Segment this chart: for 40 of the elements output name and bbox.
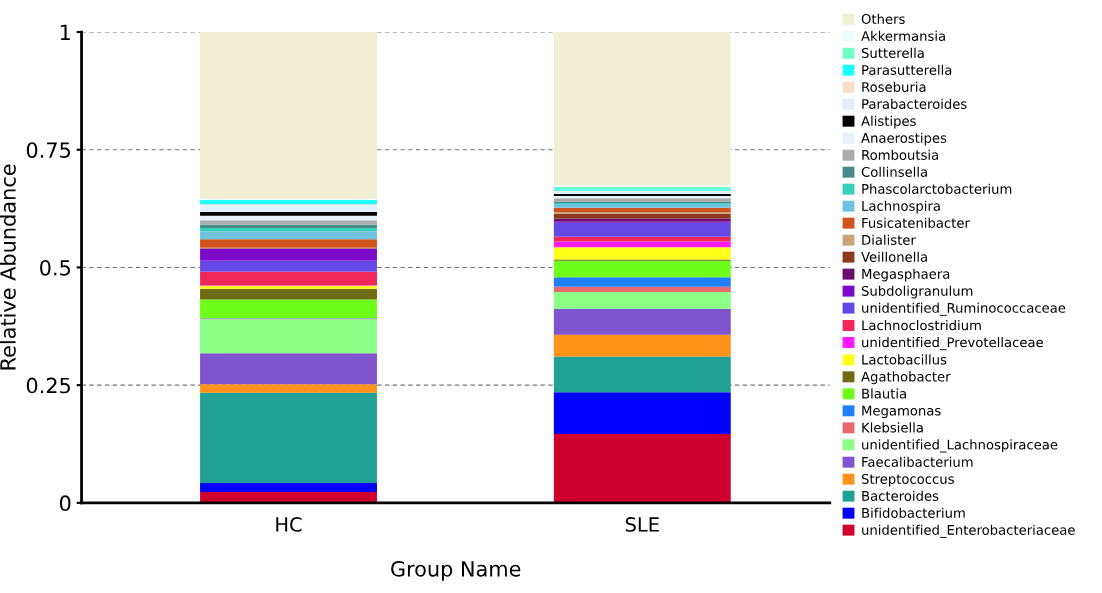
legend-label: Klebsiella [862,422,923,433]
x-tick-label: HC [276,517,302,532]
legend-label: Lachnoclostridium [862,320,981,331]
legend-label: Megasphaera [862,268,950,282]
legend-label: Blautia [862,388,906,399]
legend-label: unidentified_Lachnospiraceae [862,439,1058,453]
legend-label: Lachnospira [862,200,940,214]
legend-label: Parabacteroides [862,98,967,109]
y-tick-label: 0.75 [26,142,71,158]
legend-label: Subdoligranulum [861,285,973,299]
legend-label: Faecalibacterium [862,456,973,467]
legend-label: Streptococcus [861,473,954,487]
legend-label: Bacteroides [862,490,939,501]
y-tick-label: 0.5 [40,259,71,276]
y-axis-title: Relative Abundance [0,164,16,370]
legend-label: Akkermansia [861,30,945,41]
legend-label: unidentified_Enterobacteriaceae [862,524,1075,538]
x-axis-title: Group Name [391,560,521,581]
legend-label: Romboutsia [862,149,938,160]
legend-label: unidentified_Ruminococcaceae [862,302,1066,316]
legend-label: Parasutterella [862,64,952,75]
legend-label: Megamonas [862,405,941,419]
legend-label: unidentified_Prevotellaceae [862,337,1043,351]
legend-label: Phascolarctobacterium [862,183,1012,194]
y-tick-label: 0.25 [26,377,71,394]
legend-label: Anaerostipes [861,132,947,146]
legend-label: Dialister [862,234,916,245]
legend-label: Veillonella [861,251,927,262]
legend-label: Fusicatenibacter [862,217,970,228]
legend-label: Others [861,13,905,24]
y-tick-label: 0 [59,495,71,512]
legend-label: Sutterella [861,47,924,58]
legend-label: Alistipes [861,115,916,129]
legend-label: Bifidobacterium [862,507,965,518]
legend-label: Roseburia [862,81,926,92]
legend-label: Lactobacillus [862,354,947,365]
x-tick-label: SLE [625,517,659,532]
y-tick-label: 1 [60,24,70,40]
legend-label: Collinsella [861,166,927,177]
legend-label: Agathobacter [861,371,951,385]
